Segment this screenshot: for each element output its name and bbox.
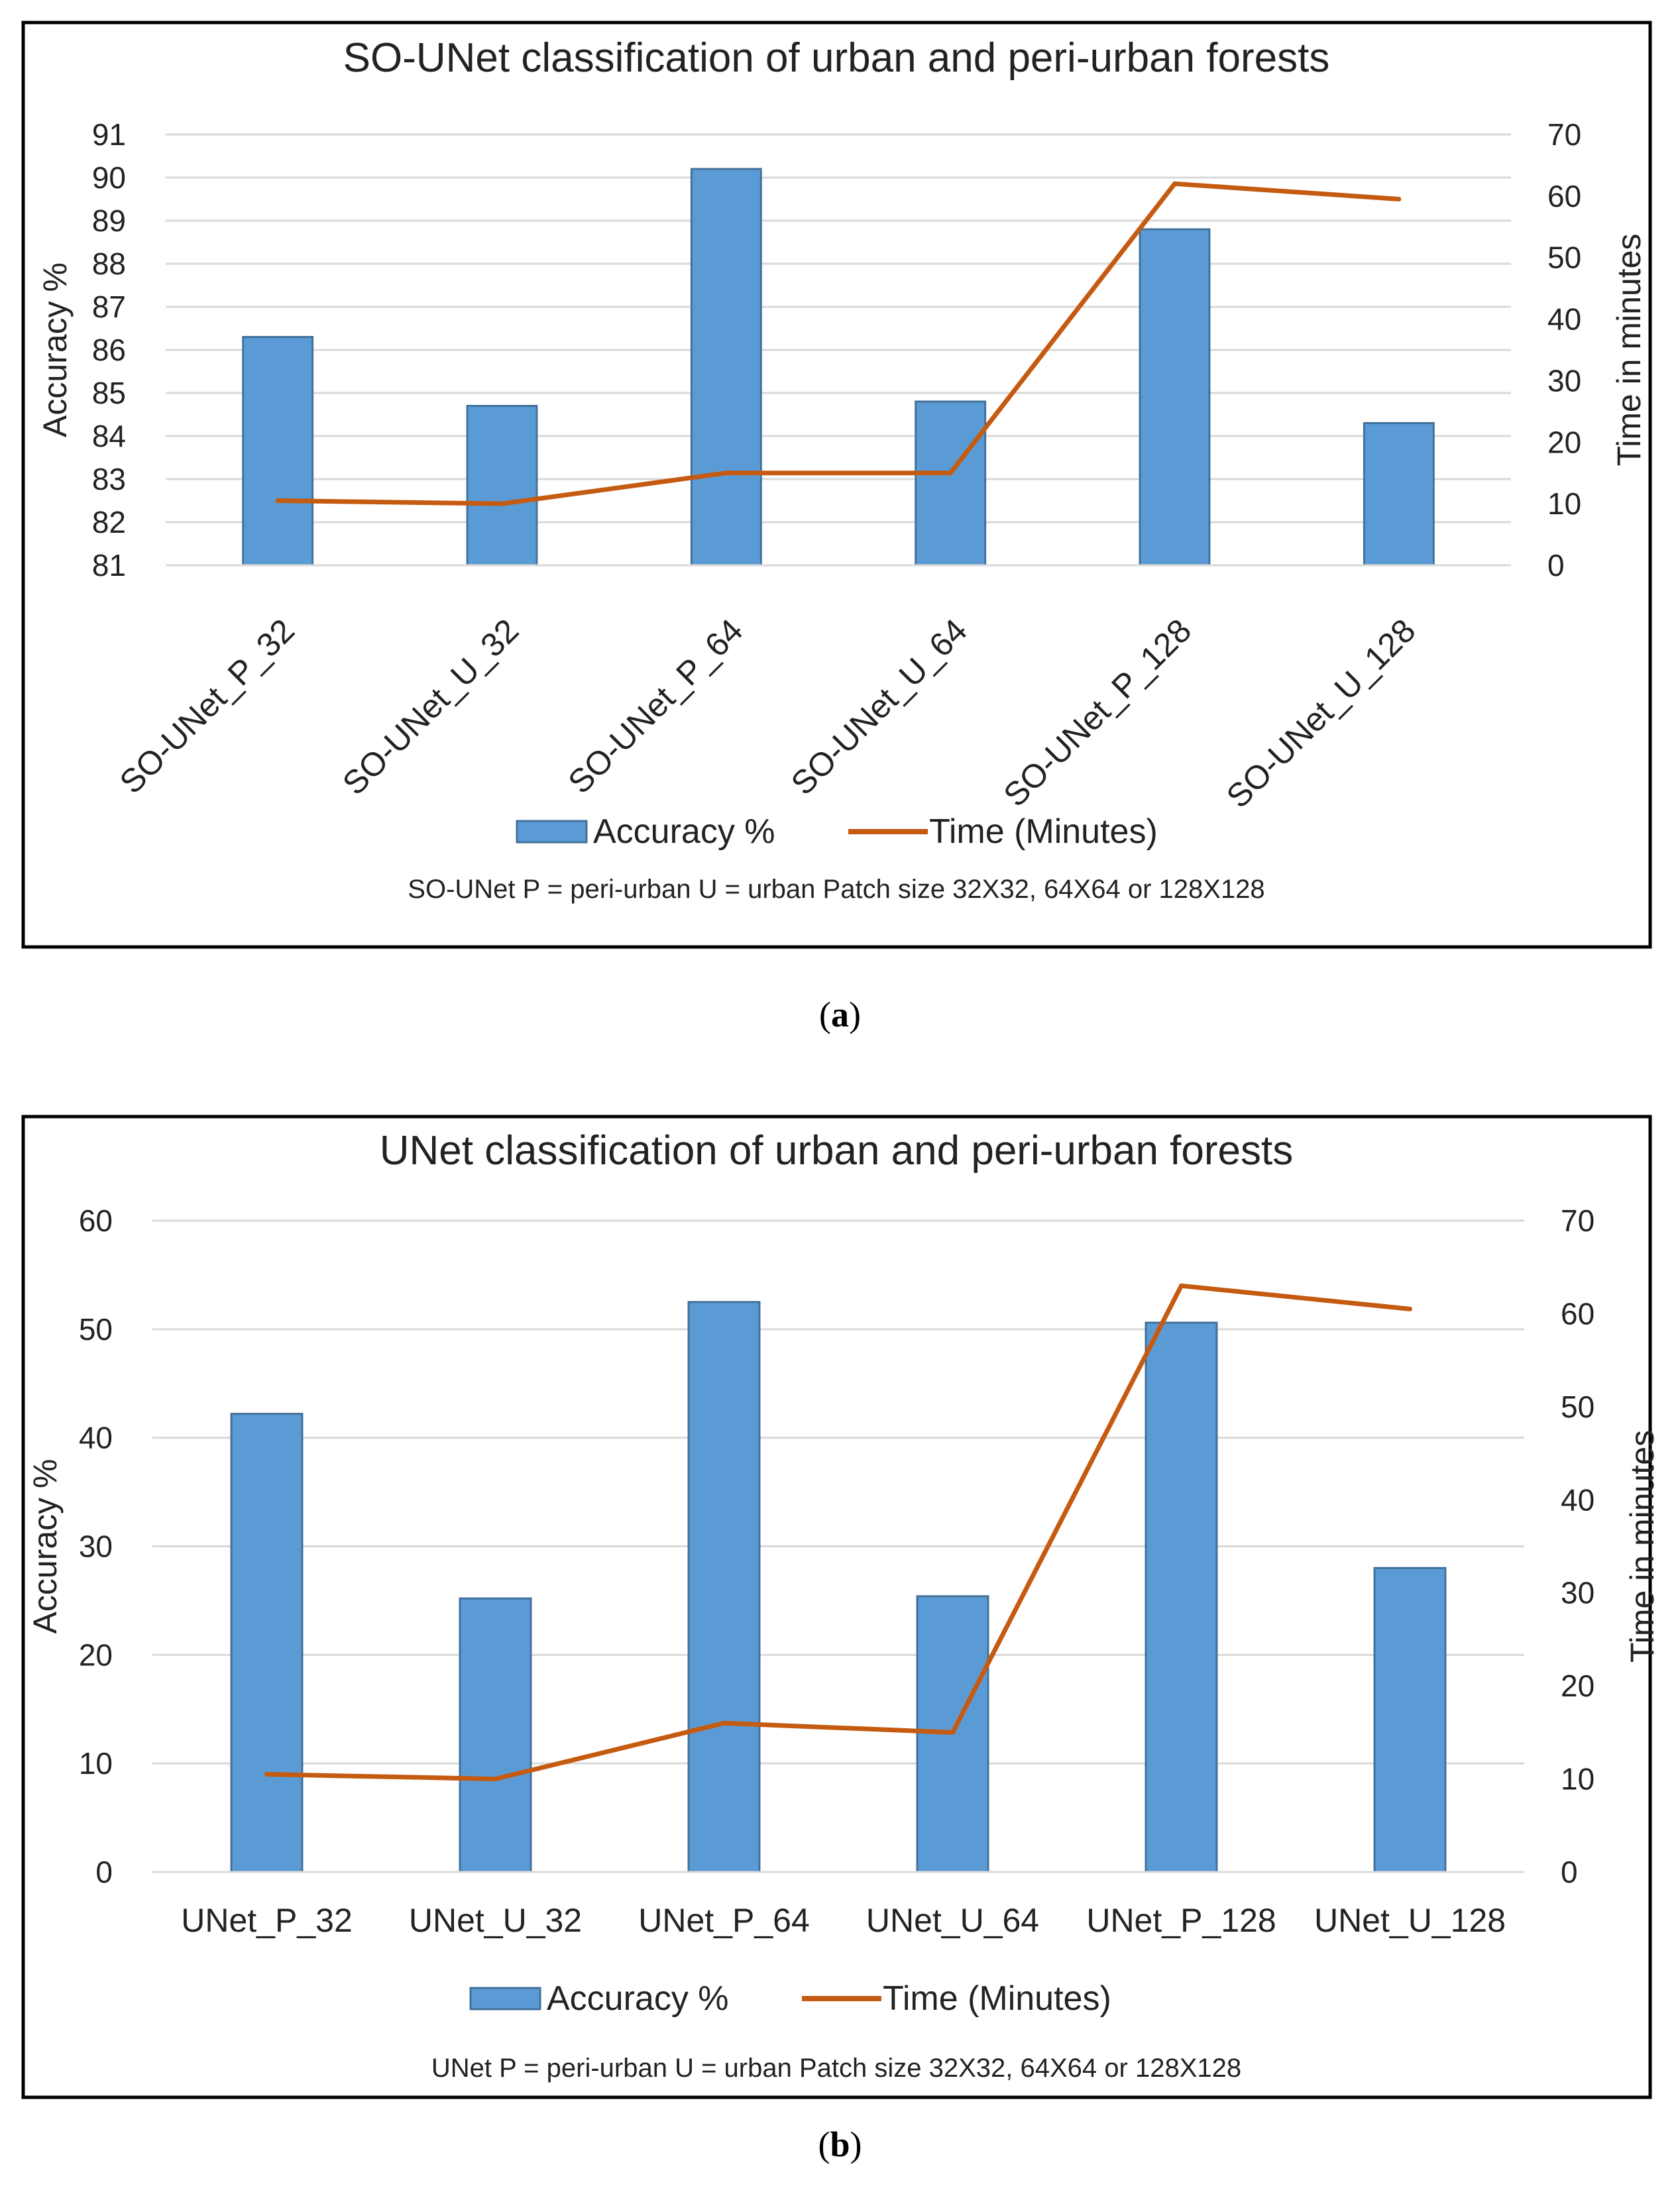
chart-b-note: UNet P = peri-urban U = urban Patch size… — [431, 2054, 1241, 2083]
chart-b-bar — [1373, 1567, 1447, 1873]
chart-a: SO-UNet classification of urban and peri… — [21, 21, 1652, 949]
chart-b-bar — [459, 1597, 532, 1873]
chart-b-bar — [687, 1301, 761, 1873]
chart-a-line-point — [1396, 197, 1402, 201]
chart-a-bar — [466, 405, 538, 567]
chart-a-xtick-label: SO-UNet_U_32 — [335, 612, 526, 802]
caption-a: (a) — [819, 995, 861, 1034]
chart-a-ylabel: Accuracy % — [36, 262, 74, 437]
chart-b-line-series — [266, 1283, 1410, 1782]
chart-a-ytick-right-label: 40 — [1547, 302, 1581, 337]
chart-a-ytick-label: 90 — [92, 160, 126, 195]
chart-b-line-point — [493, 1777, 498, 1782]
chart-a-xtick-label: SO-UNet_P_32 — [113, 612, 302, 800]
chart-a-ytick-label: 91 — [92, 117, 126, 152]
chart-a-legend-bar-label: Accuracy % — [593, 812, 775, 851]
chart-a-line-point — [948, 470, 953, 476]
chart-b-ytick-right-label: 20 — [1561, 1669, 1595, 1703]
chart-b-ytick-right-label: 10 — [1561, 1762, 1595, 1796]
chart-a-ytick-label: 82 — [92, 505, 126, 539]
chart-a-ytick-right-label: 30 — [1547, 363, 1581, 398]
chart-a-ytick-right-label: 20 — [1547, 425, 1581, 459]
chart-b-ytick-label: 50 — [79, 1312, 113, 1347]
caption-b: (b) — [818, 2124, 862, 2164]
caption-b-letter: b — [830, 2124, 850, 2164]
chart-b-legend-line-label: Time (Minutes) — [883, 1979, 1111, 2018]
chart-b-xtick-label: UNet_P_32 — [181, 1902, 353, 1939]
chart-a-ytick-right-label: 60 — [1547, 179, 1581, 213]
chart-b-xtick-label: UNet_U_128 — [1314, 1902, 1506, 1939]
chart-a-bar — [1363, 422, 1435, 567]
chart-a-line-series — [278, 181, 1400, 506]
chart-a-ytick-right-label: 0 — [1547, 548, 1565, 582]
chart-a-ytick-right-label: 70 — [1547, 117, 1581, 152]
chart-a-bar — [915, 400, 987, 567]
chart-b-ylabel-right: Time in minutes — [1624, 1430, 1661, 1663]
chart-b-line-point — [722, 1720, 726, 1726]
chart-b-bar — [1145, 1321, 1218, 1873]
chart-a-ytick-label: 83 — [92, 462, 126, 496]
chart-b-frame — [21, 1115, 1652, 2099]
chart-a-ytick-right-label: 50 — [1547, 241, 1581, 275]
chart-a-legend-line-label: Time (Minutes) — [929, 812, 1158, 851]
chart-b-ytick-label: 40 — [79, 1421, 113, 1455]
chart-a-bar — [690, 168, 762, 567]
chart-a-title: SO-UNet classification of urban and peri… — [343, 35, 1330, 81]
chart-a-ytick-label: 88 — [92, 247, 126, 281]
chart-b-xtick-label: UNet_U_64 — [866, 1902, 1039, 1939]
chart-b-line-point — [1408, 1306, 1412, 1311]
chart-b-title: UNet classification of urban and peri-ur… — [380, 1128, 1293, 1174]
chart-b-ytick-right-label: 30 — [1561, 1576, 1595, 1610]
chart-a-bar — [242, 336, 314, 567]
chart-a-xtick-label: SO-UNet_P_64 — [561, 612, 750, 800]
chart-a-xtick-label: SO-UNet_U_128 — [1219, 612, 1423, 815]
chart-b-line-point — [1179, 1283, 1184, 1288]
chart-b: UNet classification of urban and peri-ur… — [21, 1115, 1661, 2099]
chart-a-frame — [21, 21, 1652, 949]
chart-b-ytick-label: 30 — [79, 1529, 113, 1564]
chart-a-ytick-label: 87 — [92, 290, 126, 324]
chart-b-ytick-right-label: 40 — [1561, 1482, 1595, 1517]
chart-b-ytick-label: 0 — [95, 1855, 113, 1889]
chart-a-xtick-label: SO-UNet_U_64 — [784, 612, 974, 802]
chart-a-xtick-label: SO-UNet_P_128 — [996, 612, 1198, 814]
chart-b-xtick-label: UNet_U_32 — [409, 1902, 582, 1939]
chart-a-ytick-label: 85 — [92, 376, 126, 410]
chart-b-line-point — [950, 1730, 955, 1735]
chart-a-ytick-label: 89 — [92, 203, 126, 238]
chart-a-note: SO-UNet P = peri-urban U = urban Patch s… — [408, 875, 1264, 904]
chart-b-legend-bar-label: Accuracy % — [547, 1979, 729, 2018]
chart-a-ytick-label: 81 — [92, 548, 126, 582]
chart-a-ytick-label: 86 — [92, 333, 126, 367]
chart-b-ytick-label: 60 — [79, 1203, 113, 1238]
chart-a-line-point — [275, 498, 280, 503]
chart-b-xtick-label: UNet_P_64 — [638, 1902, 810, 1939]
chart-a-line-point — [500, 501, 504, 506]
chart-b-legend-bar-swatch — [469, 1987, 541, 2011]
chart-b-xtick-label: UNet_P_128 — [1086, 1902, 1276, 1939]
chart-a-ytick-label: 84 — [92, 419, 126, 453]
chart-a-bar — [1139, 228, 1211, 567]
chart-b-ytick-label: 10 — [79, 1746, 113, 1781]
caption-a-letter: a — [831, 995, 849, 1034]
chart-b-line-point — [264, 1772, 269, 1777]
chart-b-ytick-right-label: 0 — [1561, 1855, 1578, 1889]
chart-b-ytick-right-label: 60 — [1561, 1296, 1595, 1331]
chart-a-ytick-right-label: 10 — [1547, 486, 1581, 521]
chart-b-ylabel: Accuracy % — [27, 1459, 64, 1634]
chart-a-legend-bar-swatch — [516, 820, 588, 844]
chart-a-line-point — [724, 470, 729, 476]
chart-b-ytick-right-label: 70 — [1561, 1203, 1595, 1238]
chart-b-ytick-right-label: 50 — [1561, 1390, 1595, 1424]
chart-b-bar — [230, 1413, 304, 1873]
chart-a-line-point — [1172, 181, 1177, 186]
chart-a-ylabel-right: Time in minutes — [1610, 233, 1648, 466]
chart-b-ytick-label: 20 — [79, 1637, 113, 1672]
